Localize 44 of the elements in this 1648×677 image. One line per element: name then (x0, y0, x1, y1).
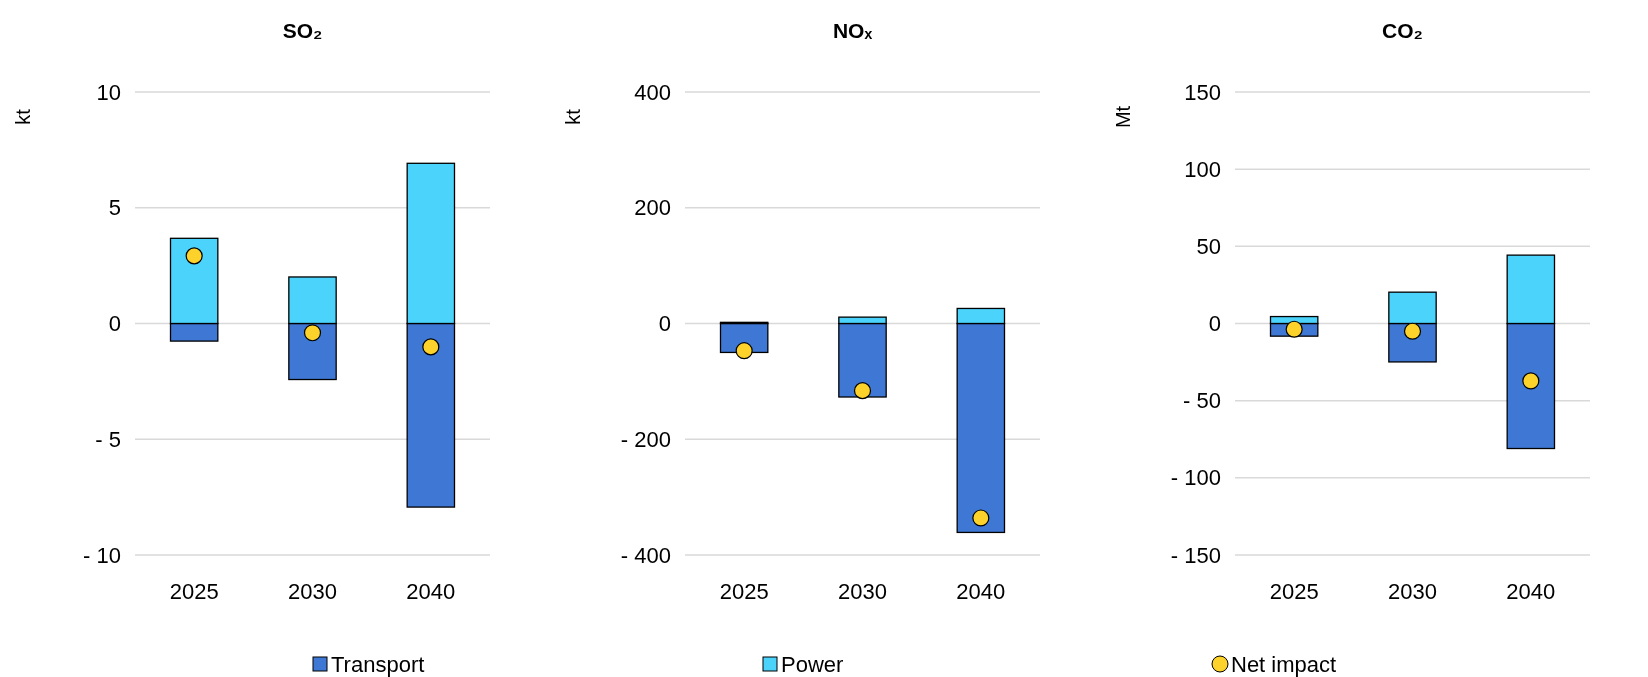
chart-title: NOₓ (832, 19, 873, 42)
legend-label: Transport (331, 652, 425, 677)
point (422, 338, 440, 356)
y-tick-label: - 5 (95, 426, 121, 452)
x-tick-label: 2025 (719, 578, 769, 604)
x-tick-label: 2025 (1269, 578, 1319, 604)
y-tick-label: 0 (108, 311, 121, 337)
x-tick-label: 2030 (288, 578, 337, 604)
y-tick-label: 0 (658, 311, 671, 337)
x-tick-label: 2030 (838, 578, 887, 604)
y-tick-label: - 200 (620, 426, 671, 452)
x-tick-label: 2040 (956, 578, 1006, 604)
x-tick-label: 2025 (169, 578, 219, 604)
legend-label: Power (781, 652, 844, 677)
y-tick-label: - 400 (620, 542, 671, 568)
x-tick-label: 2040 (406, 578, 456, 604)
y-tick-label: 200 (634, 195, 671, 221)
point (303, 324, 322, 342)
y-axis-title: kt (562, 108, 584, 125)
x-tick-label: 2030 (1388, 578, 1437, 604)
y-tick-label: 400 (634, 79, 671, 105)
y-tick-label: 0 (1208, 311, 1221, 337)
point (185, 247, 203, 265)
y-tick-label: - 50 (1183, 388, 1221, 414)
point (735, 342, 753, 360)
x-tick-label: 2040 (1506, 578, 1556, 604)
point (1403, 322, 1422, 340)
y-tick-label: 150 (1184, 79, 1221, 105)
point (972, 509, 990, 527)
y-tick-label: - 150 (1170, 542, 1221, 568)
chart-title: CO₂ (1382, 19, 1423, 42)
chart-title: SO₂ (282, 19, 323, 42)
y-axis-title: Mt (1112, 105, 1134, 129)
y-tick-label: 5 (108, 195, 121, 221)
y-tick-label: - 10 (83, 542, 121, 568)
point (1285, 320, 1303, 338)
point (853, 382, 872, 400)
y-tick-label: - 100 (1170, 465, 1221, 491)
y-tick-label: 50 (1196, 233, 1221, 259)
y-tick-label: 100 (1184, 156, 1221, 182)
point (1522, 372, 1540, 390)
legend-label: Net impact (1231, 652, 1337, 677)
y-axis-title: kt (12, 108, 34, 125)
y-tick-label: 10 (96, 79, 121, 105)
